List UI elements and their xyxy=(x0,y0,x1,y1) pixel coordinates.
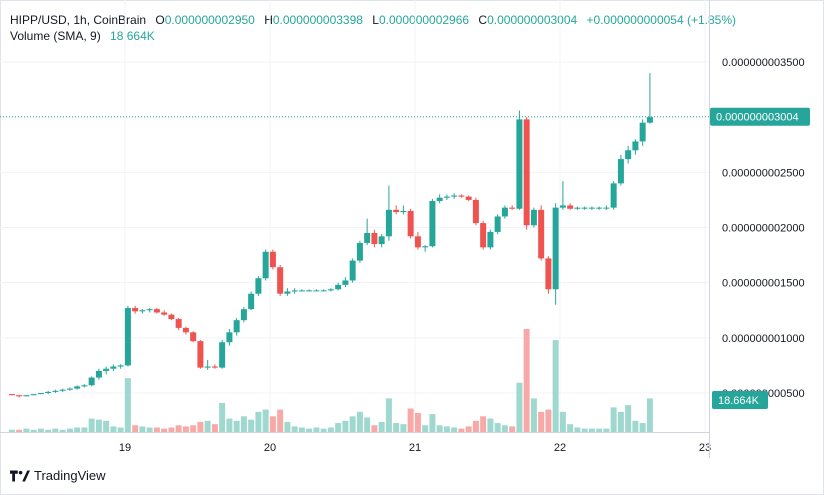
symbol-label[interactable]: HIPP/USD, 1h, CoinBrain xyxy=(10,13,147,27)
price-axis-divider xyxy=(709,0,710,458)
volume-label[interactable]: Volume (SMA, 9) xyxy=(10,29,101,43)
tradingview-logo[interactable]: TradingView xyxy=(10,468,106,483)
high-value: H0.000000003398 xyxy=(264,13,363,27)
ohlc-row: HIPP/USD, 1h, CoinBrain O0.000000002950 … xyxy=(10,12,742,28)
volume-row: Volume (SMA, 9) 18.664K xyxy=(10,28,742,44)
time-axis-divider xyxy=(0,432,709,433)
change-value: +0.000000000054 (+1.85%) xyxy=(586,13,736,27)
tradingview-logo-icon xyxy=(10,469,30,482)
brand-name: TradingView xyxy=(34,468,106,483)
close-value: C0.000000003004 xyxy=(478,13,578,27)
chart-legend: HIPP/USD, 1h, CoinBrain O0.000000002950 … xyxy=(10,12,742,44)
volume-value: 18.664K xyxy=(110,29,155,43)
low-value: L0.000000002966 xyxy=(372,13,470,27)
open-value: O0.000000002950 xyxy=(155,13,255,27)
